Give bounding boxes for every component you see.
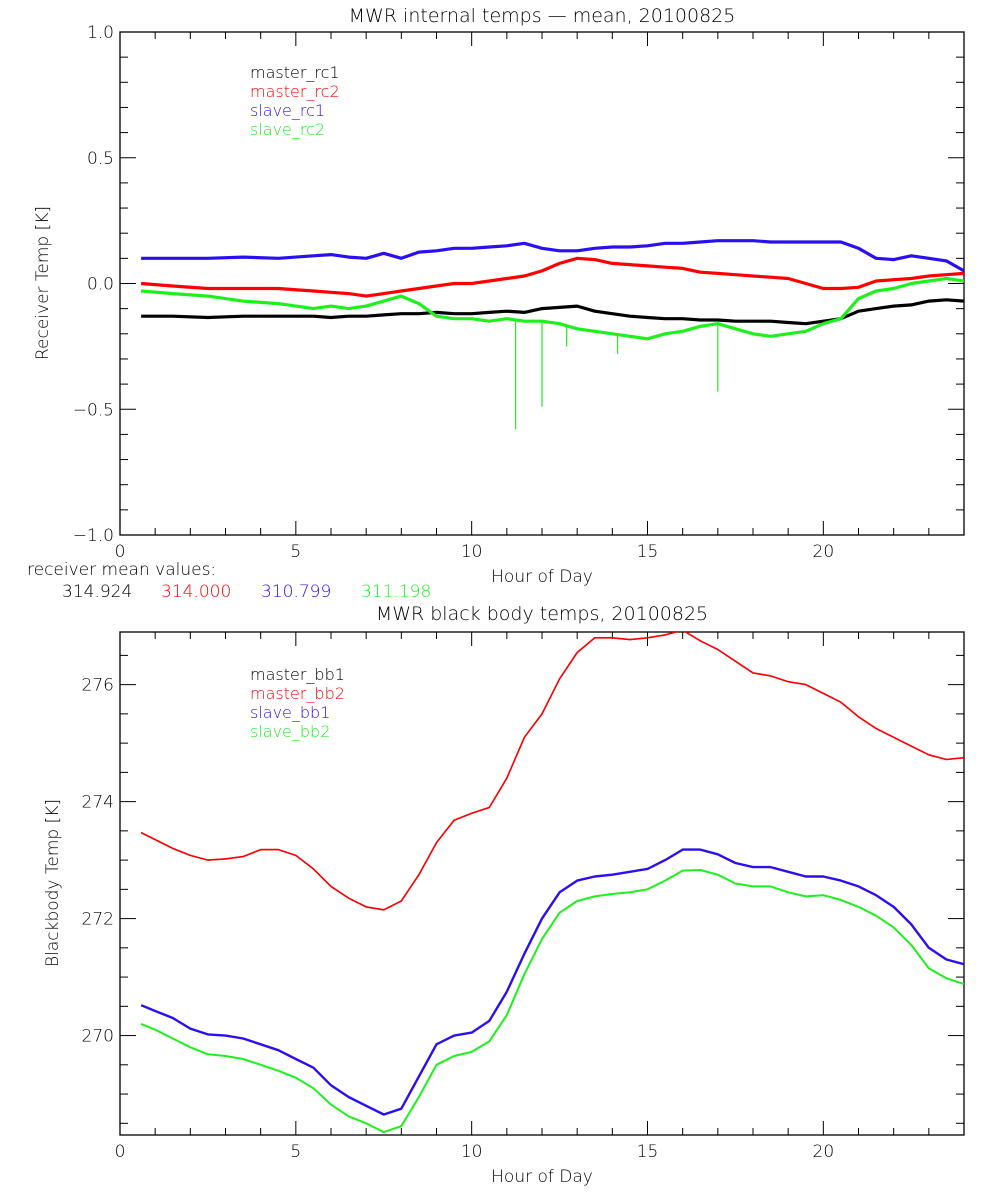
y-axis-label: Blackbody Temp [K] (43, 799, 63, 967)
chart-title: MWR internal temps — mean, 20100825 (349, 5, 736, 27)
x-tick-label: 15 (637, 542, 659, 562)
series-line-master_bb2 (140, 632, 964, 911)
legend-entry-master_bb2: master_bb2 (250, 684, 345, 703)
receiver-temp-chart: MWR internal temps — mean, 20100825 0 5 10… (33, 5, 965, 587)
y-tick-label: 276 (82, 676, 114, 696)
x-tick-label: 20 (813, 542, 835, 562)
chart-title: MWR black body temps, 20100825 (376, 603, 708, 625)
y-tick-label: −0.5 (73, 400, 114, 420)
legend-entry-master_rc1: master_rc1 (250, 63, 340, 82)
x-tick-label: 0 (115, 542, 126, 562)
y-tick-label: 270 (82, 1027, 114, 1047)
x-tick-label: 15 (637, 1142, 659, 1162)
y-tick-label: 0.0 (87, 275, 114, 295)
series-lines (140, 239, 964, 430)
blackbody-temp-chart: MWR black body temps, 20100825 0 5 10 15 20 2… (43, 603, 965, 1187)
axis-ticks (119, 31, 965, 536)
y-tick-label: 1.0 (87, 23, 114, 43)
series-lines (140, 632, 964, 1134)
y-tick-label: 274 (82, 793, 114, 813)
legend-entry-slave_rc1: slave_rc1 (250, 101, 325, 120)
mean-slave-rc1: 310.799 (261, 582, 331, 602)
mean-master-rc2: 314.000 (161, 582, 231, 602)
series-line-slave_rc2 (140, 276, 964, 341)
legend-entry-slave_bb1: slave_bb1 (250, 703, 330, 722)
legend-entry-slave_bb2: slave_bb2 (250, 722, 330, 741)
x-tick-label: 5 (290, 542, 301, 562)
axis-ticks (119, 632, 965, 1135)
y-tick-label: 272 (82, 910, 114, 930)
series-line-slave_bb1 (140, 848, 964, 1116)
x-tick-label: 0 (115, 1142, 126, 1162)
x-tick-label: 20 (813, 1142, 835, 1162)
series-line-slave_bb2 (140, 869, 964, 1134)
x-tick-label: 5 (290, 1142, 301, 1162)
x-tick-label: 10 (461, 1142, 483, 1162)
series-line-slave_rc1 (141, 239, 964, 273)
receiver-mean-label: receiver mean values: (27, 560, 216, 580)
mean-slave-rc2: 311.198 (361, 582, 431, 602)
y-axis-label: Receiver Temp [K] (33, 206, 53, 360)
x-tick-label: 10 (461, 542, 483, 562)
plot-frame (119, 31, 965, 536)
mean-master-rc1: 314.924 (62, 582, 132, 602)
series-line-master_rc2 (140, 256, 964, 298)
tick-labels: 0 5 10 15 20 270 272 274 276 (82, 676, 835, 1162)
legend-entry-master_rc2: master_rc2 (250, 82, 340, 101)
legend-entry-master_bb1: master_bb1 (250, 665, 345, 684)
receiver-mean-values: receiver mean values: 314.924 314.000 31… (27, 560, 431, 602)
y-tick-label: −1.0 (73, 526, 114, 546)
x-axis-label: Hour of Day (491, 1167, 593, 1187)
y-tick-label: 0.5 (87, 149, 114, 169)
tick-labels: 0 5 10 15 20 −1.0 −0.5 0.0 0.5 1.0 (73, 23, 834, 562)
x-axis-label: Hour of Day (491, 567, 593, 587)
legend-entry-slave_rc2: slave_rc2 (250, 120, 325, 139)
